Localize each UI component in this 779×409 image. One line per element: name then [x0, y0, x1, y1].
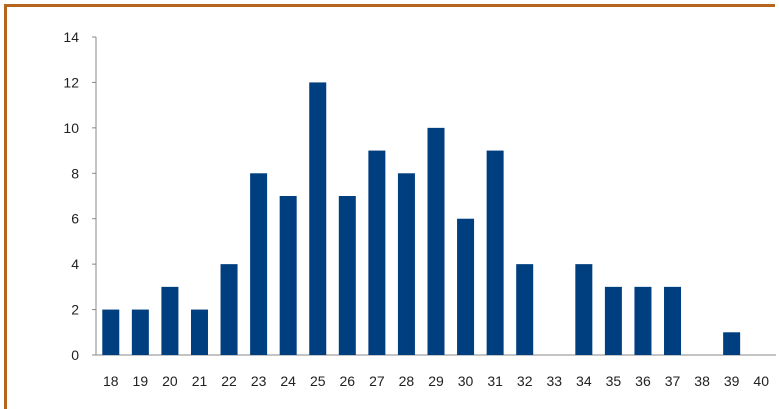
bar-23 [250, 173, 268, 355]
x-tick-label: 28 [399, 373, 415, 389]
x-tick-label: 24 [280, 373, 296, 389]
x-tick-label: 22 [221, 373, 237, 389]
x-tick-label: 23 [251, 373, 267, 389]
x-tick-label: 19 [133, 373, 149, 389]
bar-21 [190, 309, 208, 355]
bar-39 [723, 332, 741, 355]
y-tick-label: 12 [63, 74, 79, 90]
y-tick-label: 6 [71, 211, 79, 227]
bar-25 [309, 82, 327, 355]
x-tick-label: 18 [103, 373, 119, 389]
x-tick-label: 20 [162, 373, 178, 389]
bar-32 [516, 264, 534, 355]
x-axis: 18 19 20 21 22 23 24 25 26 27 28 29 30 31 32 33 34 35 36 37… [96, 354, 776, 389]
y-tick-label: 0 [71, 347, 79, 363]
y-tick-label: 2 [71, 302, 79, 318]
x-tick-label: 35 [606, 373, 622, 389]
bar-26 [338, 196, 356, 355]
y-tick-label: 8 [71, 165, 79, 181]
x-tick-label: 25 [310, 373, 326, 389]
x-tick-label: 36 [635, 373, 651, 389]
x-tick-label: 34 [576, 373, 592, 389]
bar-28 [397, 173, 415, 355]
bar-19 [131, 309, 149, 355]
bar-31 [486, 150, 504, 355]
y-tick-label: 14 [63, 29, 79, 45]
bar-30 [457, 218, 475, 355]
x-tick-label: 21 [192, 373, 208, 389]
x-tick-label: 27 [369, 373, 385, 389]
bar-29 [427, 127, 445, 355]
bar-37 [664, 286, 682, 355]
x-tick-label: 38 [694, 373, 710, 389]
bar-18 [102, 309, 120, 355]
y-tick-label: 4 [71, 256, 79, 272]
bar-34 [575, 264, 593, 355]
bar-27 [368, 150, 386, 355]
bar-36 [634, 286, 652, 355]
bars [102, 82, 741, 355]
x-tick-label: 40 [753, 373, 769, 389]
bar-35 [604, 286, 622, 355]
bar-24 [279, 196, 297, 355]
x-tick-label: 31 [487, 373, 503, 389]
y-tick-label: 10 [63, 120, 79, 136]
x-tick-label: 33 [546, 373, 562, 389]
x-tick-label: 37 [665, 373, 681, 389]
x-tick-label: 32 [517, 373, 533, 389]
x-tick-label: 29 [428, 373, 444, 389]
x-tick-label: 39 [724, 373, 740, 389]
bar-20 [161, 286, 179, 355]
x-tick-label: 30 [458, 373, 474, 389]
y-axis: 0 2 4 6 8 10 12 14 [63, 29, 97, 363]
bar-22 [220, 264, 238, 355]
x-tick-label: 26 [340, 373, 356, 389]
